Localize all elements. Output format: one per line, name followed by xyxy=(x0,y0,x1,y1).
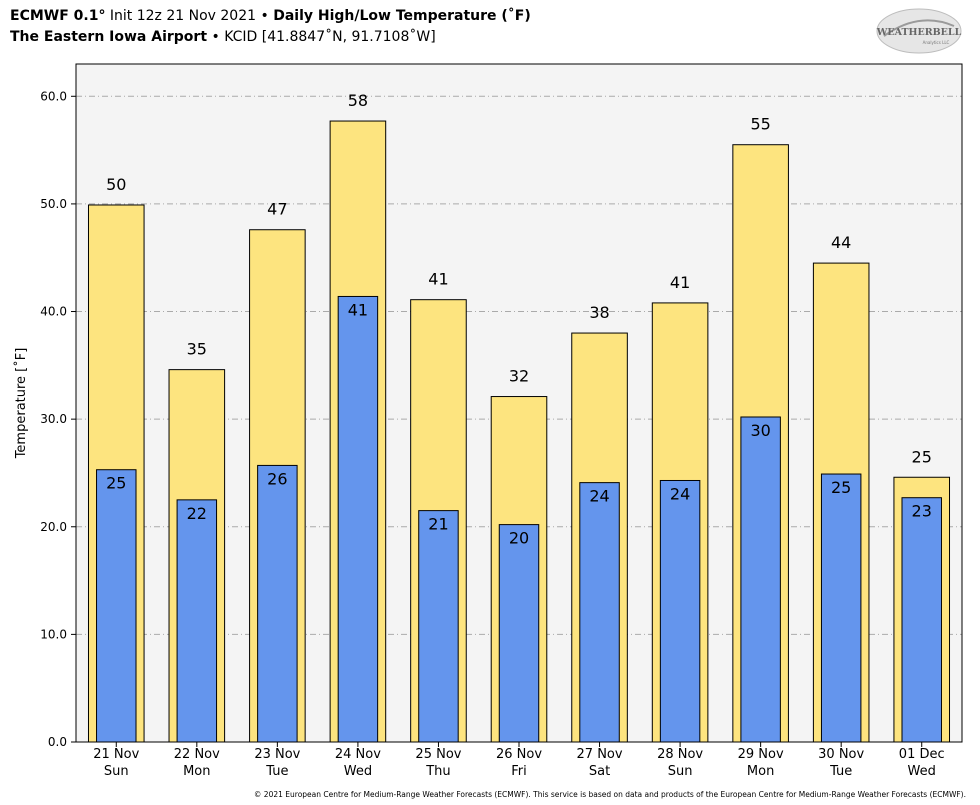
low-bar xyxy=(418,510,459,743)
header-bullet: • xyxy=(260,8,269,24)
x-tick-label-date: 21 Nov xyxy=(93,747,139,762)
station-code: KCID [41.8847˚N, 91.7108˚W] xyxy=(224,29,436,45)
logo-text: WEATHERBELL xyxy=(876,27,962,38)
high-value-label: 58 xyxy=(348,91,368,110)
y-tick-label: 20.0 xyxy=(40,520,67,534)
station-name: The Eastern Iowa Airport xyxy=(10,29,208,45)
x-tick-label-date: 27 Nov xyxy=(577,747,623,762)
x-axis: 21 Nov Sun 22 Nov Mon 23 Nov Tue 24 Nov Wed 25 N… xyxy=(93,742,945,779)
x-tick-label-date: 01 Dec xyxy=(899,747,945,762)
x-tick-label-date: 29 Nov xyxy=(738,747,784,762)
high-value-label: 50 xyxy=(106,175,126,194)
y-tick-label: 60.0 xyxy=(40,89,67,103)
low-bar xyxy=(901,497,942,743)
low-bar xyxy=(257,464,298,743)
y-tick-label: 10.0 xyxy=(40,627,67,641)
x-tick-label-date: 30 Nov xyxy=(818,747,864,762)
copyright-footer: © 2021 European Centre for Medium-Range … xyxy=(253,790,966,799)
x-tick-label-date: 28 Nov xyxy=(657,747,703,762)
high-value-label: 41 xyxy=(670,273,690,292)
low-bar xyxy=(659,479,701,743)
low-value-label: 24 xyxy=(589,487,609,506)
x-tick-label-date: 24 Nov xyxy=(335,747,381,762)
low-value-label: 22 xyxy=(187,504,207,523)
x-tick-label-weekday: Sun xyxy=(668,764,693,779)
header-line-1: ECMWF 0.1° Init 12z 21 Nov 2021 • Daily … xyxy=(10,6,850,27)
low-value-label: 23 xyxy=(912,502,932,521)
low-bar xyxy=(498,524,540,743)
y-axis-label: Temperature [˚F] xyxy=(13,348,29,460)
y-tick-label: 0.0 xyxy=(48,735,67,749)
high-value-label: 47 xyxy=(267,200,287,219)
low-value-label: 25 xyxy=(106,474,126,493)
init-time: Init 12z 21 Nov 2021 xyxy=(109,8,257,24)
x-tick-label-date: 26 Nov xyxy=(496,747,542,762)
low-bar xyxy=(820,473,862,743)
logo-subtext: Analytics LLC xyxy=(923,40,950,45)
low-bar xyxy=(176,499,218,743)
high-value-label: 44 xyxy=(831,233,851,252)
low-bars xyxy=(96,295,942,743)
x-tick-label-weekday: Sat xyxy=(589,764,610,779)
low-value-label: 20 xyxy=(509,529,529,548)
x-tick-label-weekday: Wed xyxy=(908,764,936,779)
low-bar xyxy=(96,469,137,743)
high-value-label: 41 xyxy=(428,270,448,289)
high-labels: 50 35 47 58 41 32 38 41 55 44 25 xyxy=(106,91,932,466)
x-tick-label-weekday: Fri xyxy=(511,764,527,779)
high-value-label: 32 xyxy=(509,367,529,386)
high-value-label: 25 xyxy=(912,447,932,466)
y-axis: 0.0 10.0 20.0 30.0 40.0 50.0 60.0 xyxy=(40,89,76,749)
product-title: Daily High/Low Temperature (˚F) xyxy=(273,8,531,24)
model-name: ECMWF 0.1 xyxy=(10,8,99,24)
x-tick-label-weekday: Mon xyxy=(183,764,210,779)
x-tick-label-date: 25 Nov xyxy=(415,747,461,762)
low-value-label: 21 xyxy=(428,515,448,534)
low-value-label: 41 xyxy=(348,300,368,319)
x-tick-label-date: 22 Nov xyxy=(174,747,220,762)
x-tick-label-weekday: Sun xyxy=(104,764,129,779)
low-labels: 25 22 26 41 21 20 24 24 30 25 23 xyxy=(106,300,932,547)
high-value-label: 38 xyxy=(589,303,609,322)
x-tick-label-weekday: Tue xyxy=(829,764,852,779)
high-value-label: 35 xyxy=(187,340,207,359)
weatherbell-logo: WEATHERBELL Analytics LLC xyxy=(876,8,962,54)
low-value-label: 24 xyxy=(670,484,690,503)
x-tick-label-weekday: Mon xyxy=(747,764,774,779)
x-tick-label-weekday: Tue xyxy=(265,764,288,779)
station-bullet: • xyxy=(211,29,220,45)
low-bar xyxy=(740,416,781,743)
low-value-label: 26 xyxy=(267,469,287,488)
low-value-label: 25 xyxy=(831,478,851,497)
chart-header: ECMWF 0.1° Init 12z 21 Nov 2021 • Daily … xyxy=(10,6,850,48)
x-tick-label-date: 23 Nov xyxy=(254,747,300,762)
model-degree: ° xyxy=(98,8,106,24)
y-tick-label: 30.0 xyxy=(40,412,67,426)
low-bar xyxy=(337,295,379,743)
x-tick-label-weekday: Wed xyxy=(344,764,372,779)
y-tick-label: 50.0 xyxy=(40,197,67,211)
high-value-label: 55 xyxy=(750,115,770,134)
low-bar xyxy=(579,482,620,743)
y-tick-label: 40.0 xyxy=(40,305,67,319)
low-value-label: 30 xyxy=(750,421,770,440)
x-tick-label-weekday: Thu xyxy=(425,764,450,779)
header-line-2: The Eastern Iowa Airport • KCID [41.8847… xyxy=(10,27,850,48)
